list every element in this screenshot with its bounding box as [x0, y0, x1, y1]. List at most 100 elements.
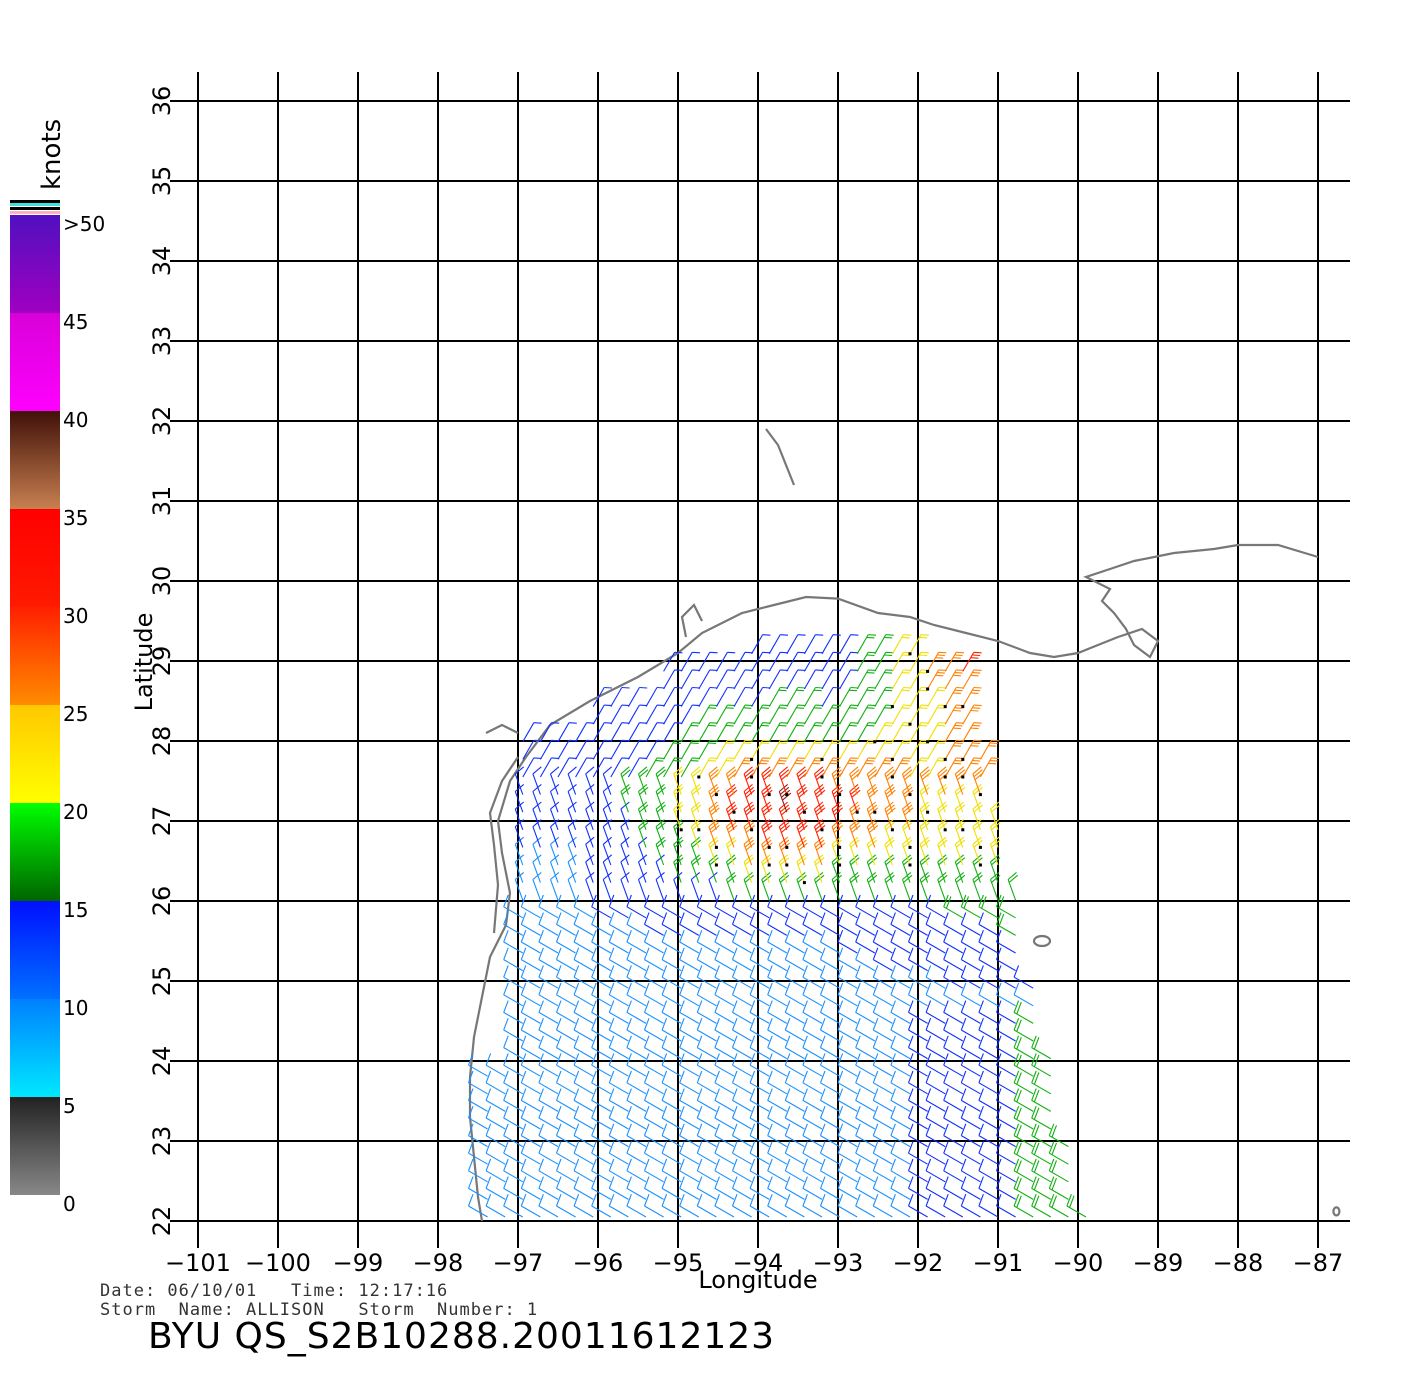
barb-feather	[890, 912, 896, 925]
wind-barb	[655, 783, 666, 813]
barb-feather	[727, 822, 737, 831]
wind-barb	[943, 965, 964, 989]
wind-barb	[839, 669, 859, 690]
barb-feather	[972, 654, 981, 657]
barb-feather	[538, 947, 544, 960]
barb-feather	[884, 760, 893, 762]
barb-feather	[1016, 1142, 1022, 1155]
barb-feather	[538, 930, 544, 943]
barb-feather	[1033, 1195, 1040, 1208]
barb-shaft	[839, 722, 852, 743]
barb-shaft	[785, 1011, 805, 1024]
barb-shaft	[890, 976, 911, 989]
barb-feather	[728, 824, 738, 833]
wind-barb	[485, 1176, 506, 1200]
barb-shaft	[468, 1170, 488, 1183]
barb-shaft	[856, 757, 869, 778]
wind-barb	[802, 1053, 823, 1077]
barb-feather	[744, 857, 754, 866]
wind-barb	[907, 1106, 928, 1130]
barb-feather	[731, 1070, 738, 1083]
barb-shaft	[813, 879, 823, 901]
barb-feather	[696, 1123, 703, 1136]
barb-feather	[514, 836, 525, 845]
barb-shaft	[873, 1170, 893, 1183]
barb-feather	[960, 1000, 967, 1013]
barb-shaft	[697, 923, 717, 936]
wind-barb	[591, 1141, 612, 1165]
barb-shaft	[644, 976, 664, 989]
barb-feather	[925, 894, 932, 907]
barb-shaft	[626, 923, 647, 936]
barb-shaft	[725, 861, 735, 883]
barb-feather	[849, 783, 859, 792]
barb-feather	[943, 912, 949, 925]
barb-feather	[639, 757, 648, 759]
barb-feather	[855, 1106, 861, 1119]
barb-shaft	[890, 1082, 911, 1095]
barb-shaft	[890, 1135, 911, 1148]
wind-barb	[567, 783, 577, 813]
barb-feather	[591, 965, 597, 978]
barb-feather	[674, 704, 683, 707]
barb-feather	[620, 871, 630, 880]
barb-shaft	[909, 687, 922, 707]
barb-feather	[626, 982, 632, 995]
wind-barb	[585, 871, 595, 901]
barb-shaft	[573, 1082, 594, 1095]
barb-shaft	[573, 959, 594, 972]
barb-feather	[872, 965, 879, 978]
barb-shaft	[715, 704, 728, 725]
barb-shaft	[514, 879, 524, 901]
barb-feather	[639, 722, 648, 724]
barb-feather	[503, 1194, 509, 1207]
barb-feather	[467, 1088, 474, 1101]
wind-barb	[786, 686, 806, 707]
barb-shaft	[873, 906, 893, 919]
barb-feather	[608, 1106, 615, 1119]
barb-shaft	[573, 1064, 594, 1077]
barb-feather	[956, 722, 965, 724]
barb-shaft	[954, 861, 964, 883]
barb-feather	[586, 757, 595, 759]
barb-feather	[608, 947, 615, 960]
wind-barb	[995, 1053, 1016, 1077]
barb-feather	[890, 1141, 896, 1154]
wind-barb	[555, 1070, 576, 1095]
barb-feather	[866, 742, 875, 745]
rain-flag	[785, 863, 789, 867]
barb-feather	[960, 1158, 967, 1171]
barb-feather	[885, 651, 894, 654]
barb-feather	[901, 654, 910, 657]
barb-feather	[849, 819, 859, 828]
barb-shaft	[908, 1170, 928, 1183]
barb-feather	[956, 686, 965, 689]
barb-feather	[608, 1088, 615, 1101]
wind-barb	[856, 722, 877, 743]
wind-barb	[821, 722, 841, 743]
wind-barb	[1031, 1141, 1052, 1165]
barb-shaft	[468, 1082, 488, 1095]
barb-shaft	[761, 826, 770, 848]
barb-feather	[794, 762, 803, 765]
wind-barb	[839, 634, 859, 655]
wind-barb	[855, 1088, 876, 1112]
wind-barb	[909, 669, 929, 690]
barb-shaft	[690, 844, 700, 866]
barb-shaft	[839, 669, 852, 690]
barb-shaft	[556, 923, 576, 936]
barb-shaft	[661, 1187, 682, 1200]
barb-shaft	[943, 923, 964, 936]
barb-feather	[626, 1176, 632, 1189]
wind-barb	[643, 1194, 664, 1218]
barb-feather	[679, 1158, 685, 1171]
wind-barb	[714, 1123, 735, 1148]
wind-barb	[1013, 982, 1034, 1007]
wind-barb	[866, 819, 879, 848]
barb-feather	[550, 819, 560, 828]
wind-barb	[767, 1141, 788, 1165]
barb-feather	[604, 739, 613, 742]
wind-barb	[856, 634, 877, 655]
barb-shaft	[849, 879, 858, 901]
legend-tick-label: 5	[63, 1094, 76, 1118]
